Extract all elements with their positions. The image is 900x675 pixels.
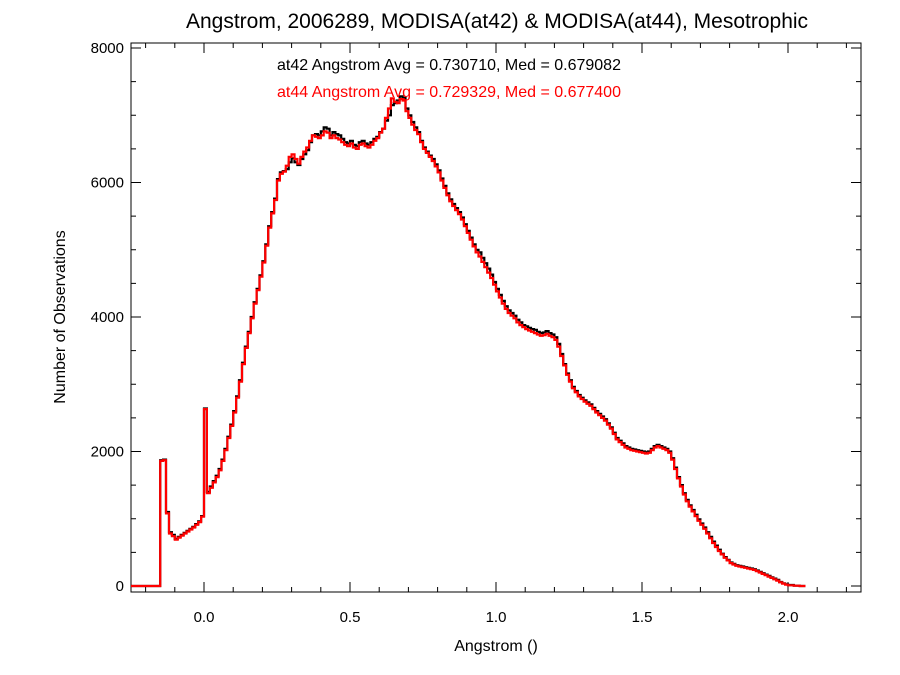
y-axis-label: Number of Observations	[52, 230, 69, 403]
y-tick-label: 0	[116, 578, 124, 595]
x-tick-label: 1.0	[486, 609, 507, 626]
series-layer	[131, 95, 806, 588]
y-axis: 0 2000 4000 6000 8000	[91, 40, 861, 595]
annotation-at44: at44 Angstrom Avg = 0.729329, Med = 0.67…	[277, 84, 621, 101]
series-at44	[131, 97, 806, 588]
x-tick-label: 0.5	[340, 609, 361, 626]
x-tick-label: 0.0	[194, 609, 215, 626]
x-tick-label: 2.0	[778, 609, 799, 626]
plot-area: 0.0 0.5 1.0 1.5 2.0 0 2000 4000 6000 8000	[91, 40, 862, 626]
annotation-at42: at42 Angstrom Avg = 0.730710, Med = 0.67…	[277, 57, 621, 74]
plot-frame	[130, 42, 862, 593]
y-tick-label: 2000	[91, 444, 124, 461]
x-axis-label: Angstrom ()	[454, 638, 538, 655]
y-tick-label: 6000	[91, 175, 124, 192]
chart-title: Angstrom, 2006289, MODISA(at42) & MODISA…	[186, 10, 808, 33]
y-tick-label: 4000	[91, 309, 124, 326]
x-tick-label: 1.5	[632, 609, 653, 626]
y-tick-label: 8000	[91, 40, 124, 57]
series-at42	[131, 95, 806, 588]
x-axis: 0.0 0.5 1.0 1.5 2.0	[145, 43, 847, 626]
